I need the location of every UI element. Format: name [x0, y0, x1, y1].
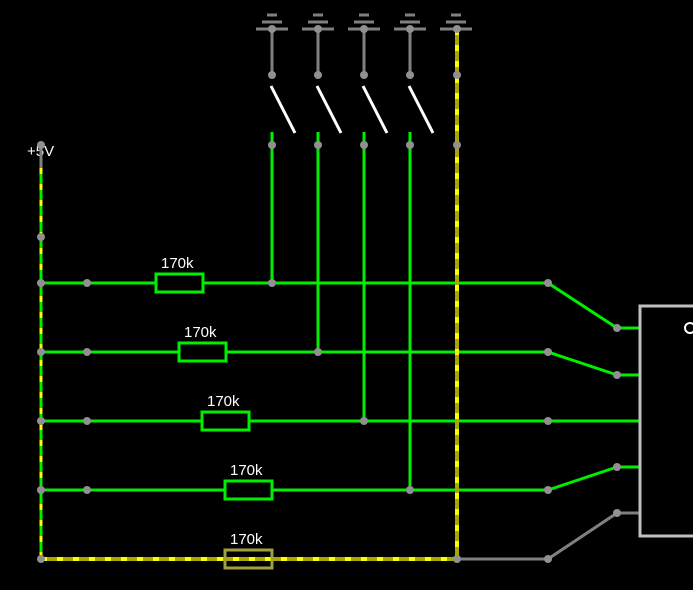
resistor-1-label: 170k: [161, 255, 194, 272]
resistor-3-label: 170k: [207, 393, 240, 410]
resistor-2-label: 170k: [184, 324, 217, 341]
resistor-2[interactable]: 170k: [177, 324, 228, 363]
resistor-4[interactable]: 170k: [223, 462, 274, 501]
resistor-1[interactable]: 170k: [154, 255, 205, 294]
resistor-4-label: 170k: [230, 462, 263, 479]
resistor-5[interactable]: 170k: [223, 531, 274, 570]
resistor-5-label: 170k: [230, 531, 263, 548]
switch-1[interactable]: [269, 85, 297, 134]
resistor-3[interactable]: 170k: [200, 393, 251, 432]
switch-2[interactable]: [315, 85, 343, 134]
active-wires: [39, 132, 639, 559]
chip-ic[interactable]: [638, 304, 693, 538]
wire-nodes: [37, 25, 621, 563]
switch-3[interactable]: [361, 85, 389, 134]
ground-leads: [270, 29, 412, 75]
switch-4[interactable]: [407, 85, 435, 134]
